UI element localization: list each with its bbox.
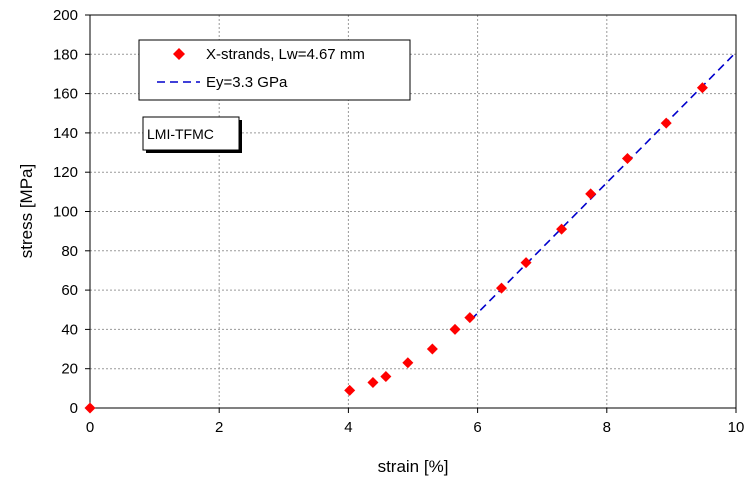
data-point-diamond <box>496 282 508 294</box>
data-point-diamond <box>520 257 532 269</box>
legend-label-series-1: X-strands, Lw=4.67 mm <box>206 46 365 63</box>
data-point-diamond <box>426 343 438 355</box>
x-axis: 0 2 4 6 8 10 <box>86 408 745 436</box>
y-tick-label: 140 <box>53 125 78 142</box>
legend-label-series-2: Ey=3.3 GPa <box>206 74 288 91</box>
data-point-diamond <box>660 117 672 129</box>
x-axis-title: strain [%] <box>378 457 449 476</box>
x-tick-label: 2 <box>215 419 223 436</box>
data-point-diamond <box>402 357 414 369</box>
annotation-shadow-bottom <box>146 150 242 153</box>
y-tick-label: 160 <box>53 86 78 103</box>
y-tick-label: 0 <box>70 400 78 417</box>
legend-marker-diamond <box>173 48 185 60</box>
y-tick-label: 200 <box>53 7 78 24</box>
y-tick-label: 80 <box>61 243 78 260</box>
y-tick-label: 60 <box>61 282 78 299</box>
data-point-diamond <box>556 223 568 235</box>
x-tick-label: 8 <box>603 419 611 436</box>
data-series <box>84 51 737 414</box>
data-point-diamond <box>696 82 708 94</box>
annotation-shadow <box>239 120 242 153</box>
x-tick-label: 0 <box>86 419 94 436</box>
y-axis-title: stress [MPa] <box>17 164 36 258</box>
data-point-diamond <box>585 188 597 200</box>
annotation-lmi-tfmc: LMI-TFMC <box>142 116 242 153</box>
data-point-diamond <box>344 384 356 396</box>
data-point-diamond <box>464 312 476 324</box>
legend: X-strands, Lw=4.67 mm Ey=3.3 GPa <box>138 39 411 101</box>
y-tick-label: 100 <box>53 204 78 221</box>
x-tick-label: 4 <box>344 419 352 436</box>
data-point-diamond <box>380 371 392 383</box>
fit-line-ey <box>470 51 737 321</box>
y-axis: 0 20 40 60 80 100 120 140 160 180 200 <box>53 7 90 417</box>
data-point-diamond <box>84 402 96 414</box>
data-point-diamond <box>367 376 379 388</box>
y-tick-label: 20 <box>61 361 78 378</box>
legend-box <box>138 39 411 101</box>
data-point-diamond <box>621 152 633 164</box>
y-tick-label: 40 <box>61 321 78 338</box>
x-tick-label: 6 <box>473 419 481 436</box>
x-tick-label: 10 <box>728 419 745 436</box>
y-tick-label: 180 <box>53 46 78 63</box>
y-tick-label: 120 <box>53 164 78 181</box>
data-point-diamond <box>449 323 461 335</box>
annotation-text: LMI-TFMC <box>147 126 214 142</box>
